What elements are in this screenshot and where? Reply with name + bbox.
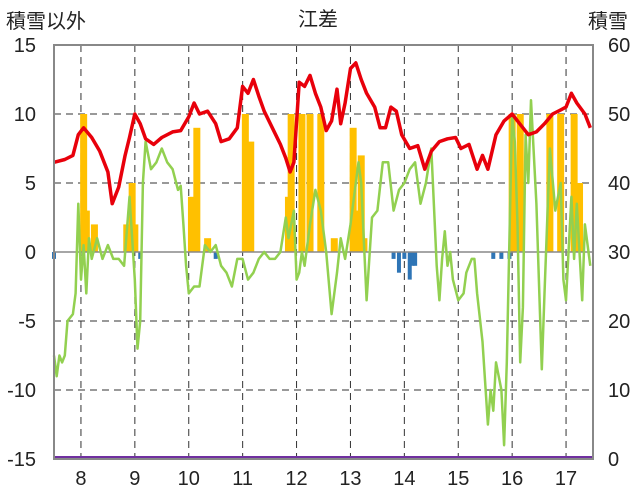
left-axis-label: 積雪以外 [6,10,86,33]
blue-bar [391,252,396,259]
blue-bar [407,252,412,280]
orange-bar [317,114,325,252]
chart-title: 江差 [298,8,338,31]
orange-bar [131,224,139,252]
orange-bar [193,127,201,252]
y-left-tick-label: 15 [14,35,36,57]
y-left-tick-label: -5 [18,311,36,333]
plot-frame [53,44,594,460]
x-tick-label: 12 [285,468,307,490]
orange-bar [576,183,584,252]
y-right-tick-label: 30 [608,242,630,264]
blue-bar [491,252,496,259]
y-right-tick-label: 0 [608,449,619,471]
orange-bar [330,238,338,252]
y-left-tick-label: -10 [7,380,36,402]
x-tick-label: 11 [232,468,253,490]
orange-bar [90,224,98,252]
orange-bar [80,114,88,252]
orange-bar [82,210,90,252]
y-right-tick-label: 20 [608,311,630,333]
orange-bar [511,183,519,252]
orange-bar [306,114,314,252]
orange-bar [287,114,295,252]
x-tick-label: 13 [339,468,361,490]
orange-bar [128,183,136,252]
x-tick-label: 16 [501,468,523,490]
blue-bar [396,252,401,273]
green-series-line [52,98,592,447]
x-tick-label: 10 [178,468,200,490]
orange-bar [241,114,249,252]
orange-bar [349,127,357,252]
y-right-tick-label: 40 [608,173,630,195]
y-left-tick-label: -15 [7,449,36,471]
blue-bar [499,252,504,259]
blue-bar [402,252,407,259]
y-left-tick-label: 5 [25,173,36,195]
blue-bar [410,252,415,266]
blue-bar [413,252,418,266]
orange-bar [546,114,554,252]
right-axis-label: 積雪 [588,10,628,33]
orange-bar [298,114,306,252]
y-left-tick-label: 10 [14,104,36,126]
x-tick-label: 15 [447,468,469,490]
orange-bar [570,114,578,252]
x-tick-label: 9 [129,468,140,490]
orange-bar [353,210,361,252]
blue-bar [213,252,218,259]
x-tick-label: 8 [75,468,86,490]
orange-bar [247,141,255,252]
x-tick-label: 14 [393,468,415,490]
orange-bar [204,238,212,252]
orange-bar [187,196,195,252]
x-tick-label: 17 [555,468,577,490]
y-right-tick-label: 10 [608,380,630,402]
y-right-tick-label: 50 [608,104,630,126]
y-right-tick-label: 60 [608,35,630,57]
red-series-line [53,61,592,206]
y-left-tick-label: 0 [25,242,36,264]
orange-bar [516,114,524,252]
